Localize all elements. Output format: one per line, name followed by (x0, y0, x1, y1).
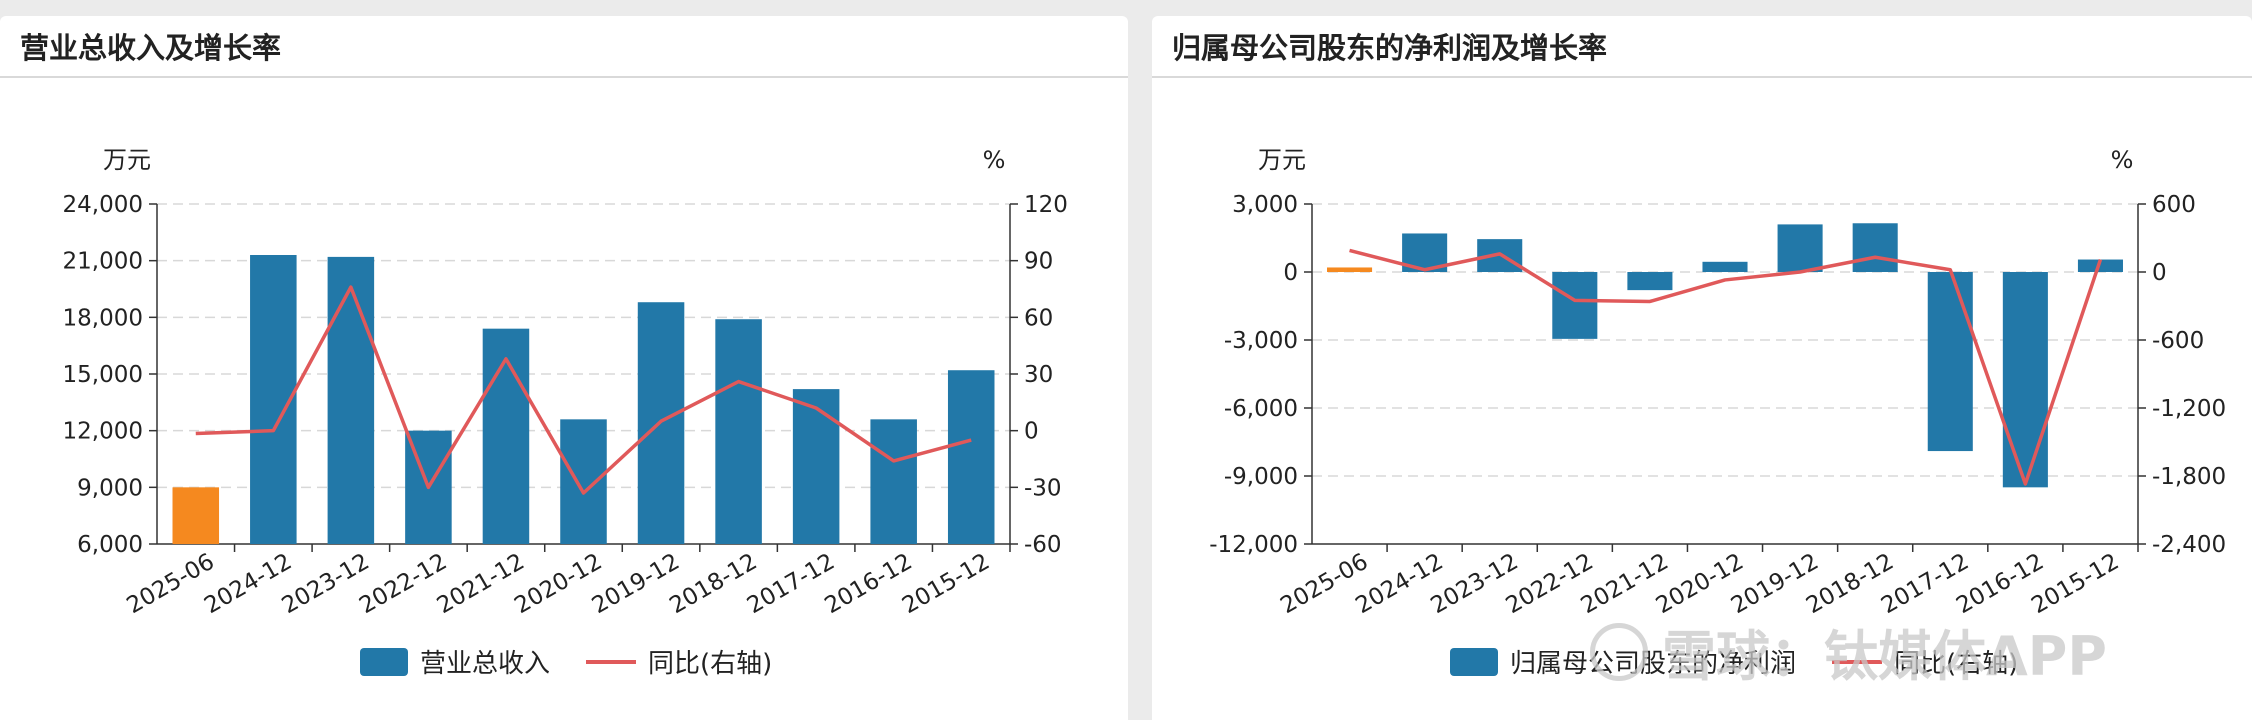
left-tick-label: 6,000 (77, 532, 143, 558)
right-tick-label: -1,200 (2152, 396, 2226, 422)
bar (715, 319, 762, 544)
bar (792, 389, 840, 544)
left-tick-label: 18,000 (63, 305, 143, 331)
bar (2002, 272, 2048, 488)
left-axis-unit: 万元 (103, 146, 151, 174)
x-tick-label: 2025-06 (123, 549, 219, 620)
net-profit-chart: 万元 % 3,000 600 0 0 -3,000 -600 -6,000 -1,200 -9,00… (1209, 146, 2226, 679)
x-tick-label: 2019-12 (588, 549, 684, 620)
bar (1777, 224, 1823, 272)
bar (1852, 223, 1898, 272)
chart-title: 归属母公司股东的净利润及增长率 (1172, 31, 1608, 65)
panel-header: 营业总收入及增长率 (0, 16, 1128, 78)
x-tick-label: 2021-12 (433, 549, 529, 620)
right-tick-label: -2,400 (2152, 532, 2226, 558)
legend-line-label: 同比(右轴) (1894, 649, 2018, 679)
x-tick-label: 2020-12 (510, 549, 606, 620)
revenue-chart: 万元 % 24,000 120 21,000 90 18,000 60 15,000 30 12,0… (63, 146, 1068, 679)
net-profit-chart-panel: 归属母公司股东的净利润及增长率 万元% 3,000 600 0 0 -3,000 -600 -… (1152, 16, 2252, 720)
x-tick-label: 2015-12 (2027, 549, 2123, 620)
revenue-chart-panel: 营业总收入及增长率 万元% 24,000 120 21,000 90 18,000 60 15… (0, 16, 1128, 720)
right-tick-label: 90 (1024, 249, 1053, 275)
right-tick-label: 120 (1024, 192, 1068, 218)
right-tick-label: 600 (2152, 192, 2196, 218)
legend-bar-swatch (360, 648, 408, 676)
bar (2077, 259, 2123, 272)
left-tick-label: 9,000 (77, 475, 143, 501)
left-tick-label: -3,000 (1224, 328, 1298, 354)
left-tick-label: -9,000 (1224, 464, 1298, 490)
bar (172, 487, 220, 544)
x-tick-label: 2015-12 (898, 549, 994, 620)
right-tick-label: -60 (1024, 532, 1062, 558)
growth-line (1349, 248, 2103, 486)
right-tick-label: 0 (1024, 419, 1039, 445)
left-tick-label: -6,000 (1224, 396, 1298, 422)
left-tick-label: 0 (1283, 260, 1298, 286)
right-tick-label: 0 (2152, 260, 2167, 286)
left-tick-label: 12,000 (63, 419, 143, 445)
right-axis-unit: % (2111, 146, 2134, 174)
bar (1702, 261, 1748, 272)
bar (1627, 272, 1673, 291)
bar (1927, 272, 1973, 452)
bar (1552, 272, 1598, 339)
right-tick-label: -30 (1024, 475, 1062, 501)
x-tick-label: 2016-12 (820, 549, 916, 620)
legend-bar-label: 营业总收入 (420, 649, 550, 679)
x-tick-label: 2024-12 (200, 549, 296, 620)
left-tick-label: 24,000 (63, 192, 143, 218)
bar (947, 370, 995, 544)
bar (482, 328, 530, 544)
bar (560, 419, 607, 544)
left-tick-label: -12,000 (1209, 532, 1298, 558)
chart-title: 营业总收入及增长率 (20, 31, 282, 65)
x-tick-label: 2018-12 (665, 549, 761, 620)
right-tick-label: -1,800 (2152, 464, 2226, 490)
right-tick-label: 30 (1024, 362, 1053, 388)
x-tick-label: 2022-12 (355, 549, 451, 620)
right-axis-unit: % (983, 146, 1006, 174)
bar (870, 419, 917, 544)
left-tick-label: 3,000 (1232, 192, 1298, 218)
legend-line-label: 同比(右轴) (648, 649, 772, 679)
legend-bar-swatch (1450, 648, 1498, 676)
right-tick-label: -600 (2152, 328, 2204, 354)
left-tick-label: 15,000 (63, 362, 143, 388)
right-tick-label: 60 (1024, 305, 1053, 331)
legend-bar-label: 归属母公司股东的净利润 (1510, 649, 1796, 679)
left-tick-label: 21,000 (63, 249, 143, 275)
left-axis-unit: 万元 (1258, 146, 1306, 174)
bar (327, 256, 375, 544)
bar (1327, 267, 1373, 272)
x-tick-label: 2023-12 (278, 549, 374, 620)
x-tick-label: 2017-12 (743, 549, 839, 620)
growth-line (195, 285, 972, 495)
panel-header: 归属母公司股东的净利润及增长率 (1152, 16, 2252, 78)
